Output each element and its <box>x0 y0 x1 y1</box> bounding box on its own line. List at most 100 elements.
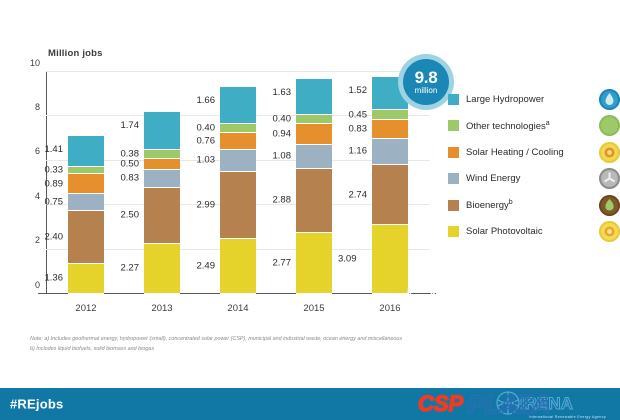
legend-swatch <box>448 93 459 105</box>
bar-segment-bioenergy: 2.74 <box>349 164 408 226</box>
bio-leaf-icon <box>599 194 620 216</box>
y-tick-6: 6 <box>34 146 40 157</box>
bar-segment-solar-heating-cooling: 0.50 <box>121 158 180 170</box>
bubble-value: 9.8 <box>414 68 438 87</box>
y-axis-title: Million jobs <box>48 48 103 59</box>
legend-swatch <box>448 173 459 185</box>
bar-segment-solar-photovoltaic: 2.49 <box>197 238 256 294</box>
x-axis-label-2012: 2012 <box>75 303 97 314</box>
x-axis-label-2016: 2016 <box>379 303 401 314</box>
cspplaza-watermark: CSP PLAZA <box>417 390 551 420</box>
legend-swatch <box>448 120 459 132</box>
bar-2013[interactable]: 1.74 0.38 0.50 0.83 2.50 2.27 2013 <box>121 111 180 314</box>
legend-label: Solar Photovoltaic <box>466 226 543 238</box>
x-axis-label-2013: 2013 <box>151 303 173 314</box>
sun-heat-icon <box>599 141 620 163</box>
sun-pv-icon <box>599 221 620 243</box>
svg-text:CSP: CSP <box>418 391 464 416</box>
value-label: 2.40 <box>44 231 64 243</box>
legend-item-bioenergy[interactable]: Bioenergyb <box>448 192 620 219</box>
bar-segment-large-hydropower: 1.63 <box>273 78 332 115</box>
bar-segment-solar-heating-cooling: 0.83 <box>349 120 408 139</box>
bar-segment-solar-photovoltaic: 3.09 <box>338 225 408 294</box>
legend-swatch <box>448 226 459 238</box>
value-label: 0.38 <box>120 148 140 160</box>
bubble-unit: million <box>414 86 438 95</box>
value-label: 0.94 <box>272 128 292 140</box>
bar-2012[interactable]: 1.41 0.33 0.89 0.75 2.40 1.36 2012 <box>45 135 104 314</box>
legend-item-wind-energy[interactable]: Wind Energy <box>448 166 620 193</box>
value-label: 2.77 <box>272 257 292 269</box>
legend-label: Wind Energy <box>466 173 521 185</box>
bar-segment-bioenergy: 2.50 <box>121 188 180 244</box>
legend-swatch <box>448 199 459 211</box>
rejobs-hashtag: #REjobs <box>10 396 64 412</box>
value-label: 2.99 <box>196 199 216 211</box>
irena-logo: IRENA <box>496 391 573 415</box>
value-label: 0.83 <box>348 123 368 135</box>
value-label: 0.40 <box>196 122 216 134</box>
brand-logo-area: IRENA CSP PLAZA International Renewable … <box>416 390 616 420</box>
svg-text:IRENA: IRENA <box>520 394 573 413</box>
legend-swatch <box>448 146 459 158</box>
legend-label: Large Hydropower <box>466 93 545 105</box>
legend-item-other-technologies[interactable]: Other technologiesa <box>448 113 620 140</box>
value-label: 0.89 <box>44 178 64 190</box>
total-jobs-bubble: 9.8 million <box>398 54 454 110</box>
value-label: 1.08 <box>272 150 292 162</box>
water-drop-icon <box>599 88 620 110</box>
bar-segment-bioenergy: 2.88 <box>273 168 332 233</box>
leaf-icon <box>599 115 620 137</box>
bubble-inner: 9.8 million <box>403 59 449 105</box>
legend-item-solar-heating-cooling[interactable]: Solar Heating / Cooling <box>448 139 620 166</box>
y-tick-2: 2 <box>34 235 40 246</box>
bar-segment-large-hydropower: 1.41 <box>45 135 104 167</box>
x-axis-label-2015: 2015 <box>303 303 325 314</box>
bar-segment-wind-energy: 1.03 <box>197 149 256 173</box>
footnote-a: Note: a) Includes geothermal energy, hyd… <box>30 336 403 342</box>
bar-segment-other-technologies: 0.40 <box>197 122 256 133</box>
legend: Large Hydropower Other technologiesa Solar… <box>448 86 620 245</box>
bar-2015[interactable]: 1.63 0.40 0.94 1.08 2.88 2.77 2015 <box>273 78 332 314</box>
gridline-10 <box>46 71 430 72</box>
bar-segment-wind-energy: 1.16 <box>349 138 408 165</box>
footer-bar: #REjobs IRENA CSP PLAZA International Re… <box>0 388 620 420</box>
bar-segment-wind-energy: 0.83 <box>121 169 180 189</box>
value-label: 1.41 <box>44 143 64 155</box>
value-label: 1.36 <box>44 272 64 284</box>
y-tick-8: 8 <box>34 101 40 112</box>
value-label: 2.74 <box>348 189 368 200</box>
value-label: 2.49 <box>196 260 216 272</box>
value-label: 2.27 <box>120 262 140 274</box>
legend-label: Bioenergyb <box>466 199 513 212</box>
bar-2014[interactable]: 1.66 0.40 0.76 1.03 2.99 2.49 2014 <box>197 86 256 314</box>
bar-segment-other-technologies: 0.33 <box>45 165 104 176</box>
y-axis-line <box>46 72 48 294</box>
value-label: 0.83 <box>120 172 140 184</box>
legend-label: Solar Heating / Cooling <box>466 146 564 158</box>
bar-segment-large-hydropower: 1.74 <box>121 111 180 151</box>
value-label: 2.88 <box>272 194 292 206</box>
value-label: 1.74 <box>120 119 140 131</box>
bar-segment-bioenergy: 2.40 <box>45 210 104 264</box>
bar-segment-other-technologies: 0.38 <box>121 148 180 159</box>
x-axis-label-2014: 2014 <box>227 303 249 314</box>
value-label: 1.66 <box>196 94 216 106</box>
value-label: 0.45 <box>348 109 368 121</box>
bar-segment-solar-heating-cooling: 0.89 <box>45 174 104 194</box>
legend-item-solar-photovoltaic[interactable]: Solar Photovoltaic <box>448 219 620 246</box>
legend-label: Other technologiesa <box>466 119 550 132</box>
value-label: 0.40 <box>272 113 292 125</box>
svg-text:PLAZA: PLAZA <box>468 390 550 419</box>
wind-turbine-icon <box>599 168 620 190</box>
value-label: 1.03 <box>196 154 216 166</box>
plot-area: 0 2 4 6 8 10 1.41 0.33 0.89 0.75 2.40 1.36 2012 1.74… <box>30 58 489 355</box>
bar-segment-solar-photovoltaic: 2.77 <box>273 232 332 294</box>
value-label: 0.76 <box>196 135 216 147</box>
irena-tagline: International Renewable Energy Agency <box>529 415 606 419</box>
bar-segment-solar-photovoltaic: 1.36 <box>45 263 104 294</box>
legend-item-large-hydropower[interactable]: Large Hydropower <box>448 86 620 113</box>
value-label: 1.16 <box>348 145 368 157</box>
bar-2016[interactable]: 1.52 0.45 0.83 1.16 2.74 3.09 2016 <box>338 76 408 314</box>
